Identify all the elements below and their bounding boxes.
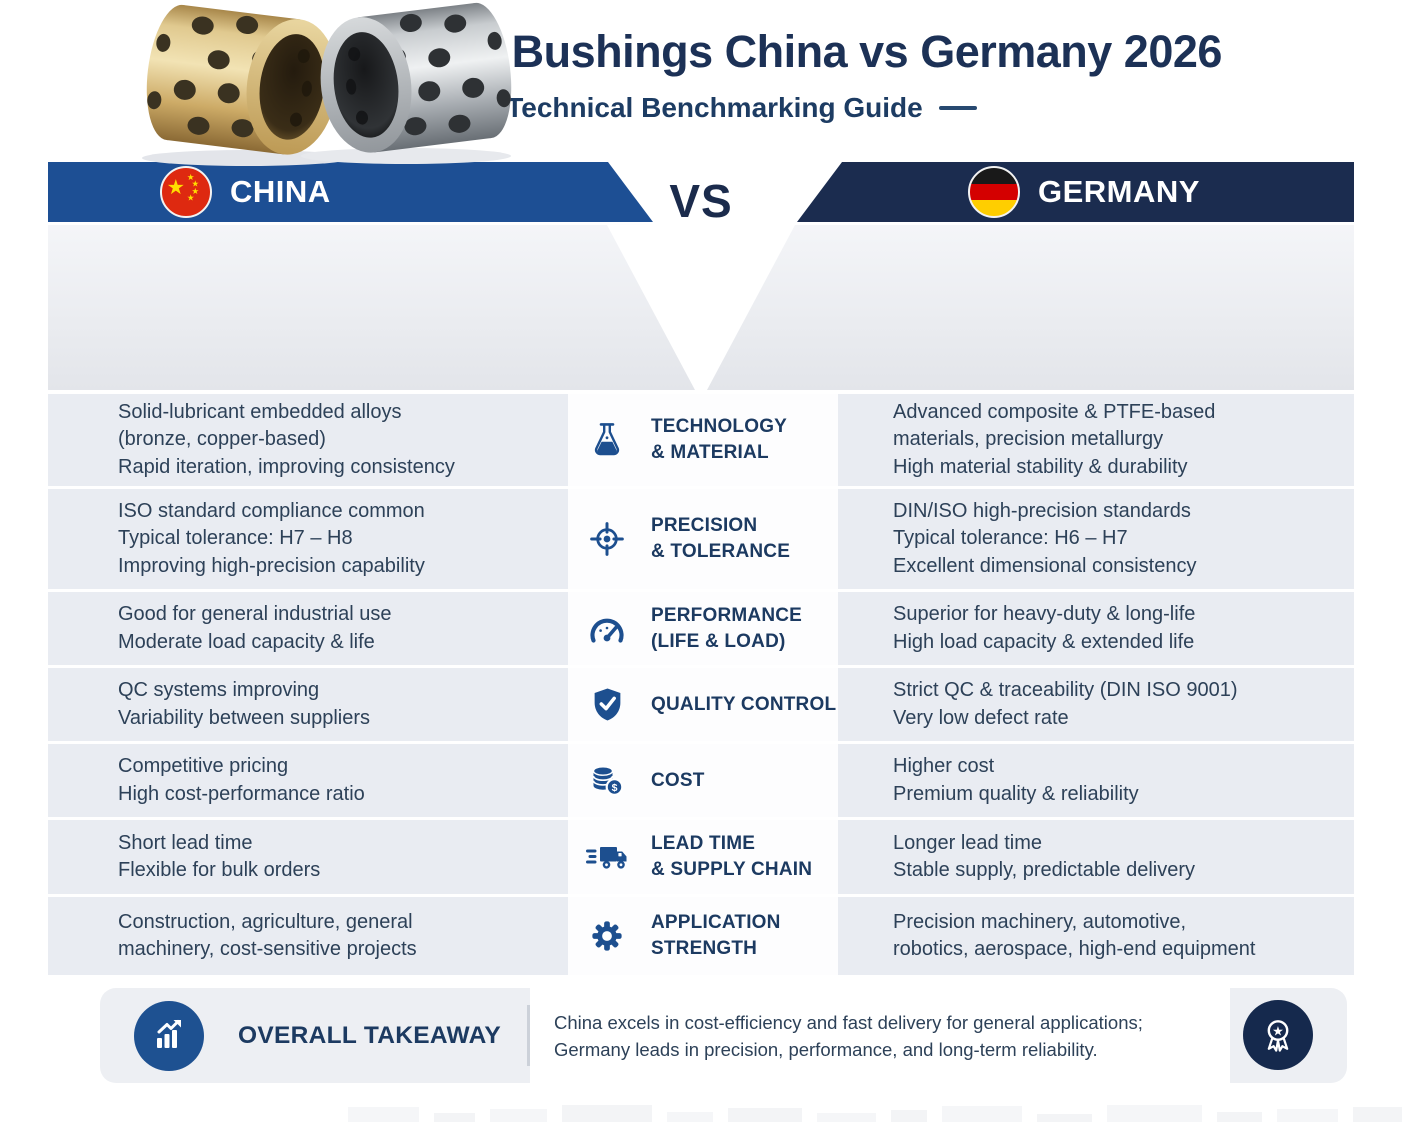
growth-chart-icon	[134, 1000, 204, 1071]
page-subtitle: A Technical Benchmarking Guide	[479, 92, 923, 123]
china-cost-text: Competitive pricing High cost-performanc…	[118, 755, 365, 805]
germany-header-banner: GERMANY	[797, 162, 1354, 222]
row-quality-control: QC systems improving Variability between…	[48, 668, 1354, 741]
category-label: PRECISION & TOLERANCE	[651, 515, 791, 562]
germany-bushing-image	[301, 2, 512, 164]
china-product-panel	[48, 225, 695, 390]
china-performance-text: Good for general industrial use Moderate…	[118, 603, 392, 653]
row-technology-material: Solid-lubricant embedded alloys (bronze,…	[48, 394, 1354, 486]
gauge-icon	[580, 602, 634, 656]
category-label: LEAD TIME & SUPPLY CHAIN	[651, 833, 813, 880]
takeaway-label: OVERALL TAKEAWAY	[238, 1021, 501, 1049]
category-label: TECHNOLOGY & MATERIAL	[651, 416, 788, 463]
germany-performance-text: Superior for heavy-duty & long-life High…	[893, 603, 1196, 653]
subtitle-row: A Technical Benchmarking Guide	[0, 92, 1402, 124]
svg-text:$: $	[611, 782, 617, 794]
skyline-decoration	[348, 1102, 1402, 1122]
china-leadtime-text: Short lead time Flexible for bulk orders	[118, 831, 321, 882]
germany-quality-text: Strict QC & traceability (DIN ISO 9001) …	[893, 679, 1238, 729]
svg-text:★: ★	[192, 186, 199, 196]
vs-label: VS	[669, 175, 733, 227]
germany-product-panel	[707, 225, 1354, 390]
takeaway-text: China excels in cost-efficiency and fast…	[554, 1011, 1143, 1060]
row-lead-time: Short lead time Flexible for bulk orders	[48, 820, 1354, 894]
germany-label: GERMANY	[1038, 174, 1200, 209]
china-precision-text: ISO standard compliance common Typical t…	[118, 499, 425, 577]
row-performance: Good for general industrial use Moderate…	[48, 592, 1354, 665]
category-label: COST	[651, 769, 705, 791]
svg-text:★: ★	[187, 192, 194, 202]
svg-text:★: ★	[1272, 1023, 1284, 1038]
svg-text:★: ★	[187, 172, 194, 182]
award-badge-icon: ★	[1243, 1000, 1313, 1070]
category-label: PERFORMANCE (LIFE & LOAD)	[651, 604, 803, 652]
china-header-banner: ★ ★ ★ ★ ★ CHINA	[48, 162, 653, 222]
svg-text:★: ★	[192, 178, 199, 188]
germany-application-text: Precision machinery, automotive, robotic…	[893, 910, 1256, 961]
china-flag-icon: ★ ★ ★ ★ ★	[160, 166, 212, 218]
germany-precision-text: DIN/ISO high-precision standards Typical…	[893, 499, 1197, 577]
china-application-text: Construction, agriculture, general machi…	[118, 910, 417, 961]
row-application-strength: Construction, agriculture, general machi…	[48, 897, 1354, 975]
flask-icon	[580, 413, 634, 467]
target-icon	[580, 512, 634, 566]
china-technology-text: Solid-lubricant embedded alloys (bronze,…	[118, 400, 455, 478]
germany-cost-text: Higher cost Premium quality & reliabilit…	[893, 755, 1139, 805]
category-label: APPLICATION STRENGTH	[651, 912, 781, 959]
germany-leadtime-text: Longer lead time Stable supply, predicta…	[893, 831, 1196, 882]
china-bushing-image	[142, 4, 352, 166]
germany-flag-icon	[968, 166, 1020, 218]
row-precision-tolerance: ISO standard compliance common Typical t…	[48, 489, 1354, 589]
china-label: CHINA	[230, 174, 331, 209]
svg-text:★: ★	[167, 177, 185, 199]
gear-icon	[580, 909, 634, 963]
takeaway-card: China excels in cost-efficiency and fast…	[527, 988, 1230, 1083]
china-quality-text: QC systems improving Variability between…	[118, 679, 370, 729]
row-cost: Competitive pricing High cost-performanc…	[48, 744, 1354, 817]
comparison-table: Solid-lubricant embedded alloys (bronze,…	[48, 394, 1354, 975]
shield-check-icon	[580, 678, 634, 732]
category-label: QUALITY CONTROL	[651, 693, 837, 715]
overall-takeaway-bar: OVERALL TAKEAWAY China excels in cost-ef…	[100, 988, 1347, 1083]
germany-technology-text: Advanced composite & PTFE-based material…	[893, 400, 1216, 478]
subtitle-dash	[938, 106, 977, 110]
truck-icon	[580, 830, 634, 884]
coins-icon: $	[580, 754, 634, 808]
